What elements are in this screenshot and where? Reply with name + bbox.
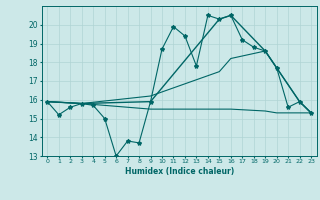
X-axis label: Humidex (Indice chaleur): Humidex (Indice chaleur) — [124, 167, 234, 176]
